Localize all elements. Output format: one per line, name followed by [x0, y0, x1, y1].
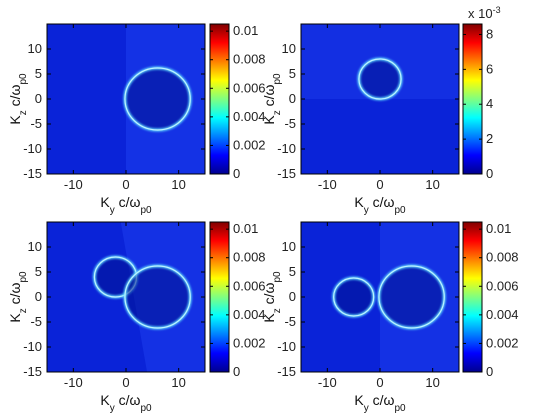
x-tick-label-2: 10 [171, 177, 185, 192]
x-tick-label-2: 10 [425, 177, 439, 192]
x-tick-label-2: 10 [425, 375, 439, 390]
y-tick-label-2: 0 [35, 91, 42, 106]
rings [332, 264, 446, 330]
colorbar [463, 24, 482, 174]
panel-top-left: -10 0 10 10 5 0 -5 -10 -15 Ky c/ωp0 Kz c/ωp0 0.01 0.… [7, 23, 266, 215]
colorbar-tick-label-5: 0 [233, 364, 240, 379]
ring-interior-0 [358, 59, 402, 99]
ring-0 [124, 67, 191, 131]
ring-interior-1 [124, 266, 191, 328]
y-tick-label-5: -15 [23, 364, 42, 379]
colorbar-frame [462, 221, 483, 373]
y-tick-label-1: 5 [35, 66, 42, 81]
y-tick-label-4: -10 [277, 141, 296, 156]
colorbar-tick-label-2: 4 [486, 96, 493, 111]
colorbar-tick-label-3: 2 [486, 131, 493, 146]
ring-1 [378, 265, 445, 329]
y-tick-label-3: -5 [30, 314, 42, 329]
y-tick-label-1: 5 [35, 264, 42, 279]
colorbar-tick-label-3: 0.004 [486, 307, 519, 322]
x-tick-label-1: 0 [122, 177, 129, 192]
x-axis-label: Ky c/ωp0 [354, 194, 406, 216]
panel-bottom-left: -10 0 10 10 5 0 -5 -10 -15 Ky c/ωp0 Kz c/ωp0 0.01 0.… [7, 221, 266, 413]
y-tick-label-2: 0 [289, 289, 296, 304]
y-tick-label-0: 10 [282, 41, 296, 56]
colorbar-tick-label-5: 0 [233, 166, 240, 181]
panel-top-right: -10 0 10 10 5 0 -5 -10 -15 Ky c/ωp0 Kz c/ωp0 8 6 4 2 0 x… [261, 5, 501, 216]
ring-1 [124, 265, 191, 329]
colorbar-frame [209, 221, 230, 373]
y-tick-label-4: -10 [23, 339, 42, 354]
rings [123, 66, 192, 132]
ring-0 [358, 58, 402, 100]
colorbar [463, 222, 482, 372]
x-tick-label-1: 0 [122, 375, 129, 390]
panel-bottom-right: -10 0 10 10 5 0 -5 -10 -15 Ky c/ωp0 Kz c/ωp0 0.01 0.… [261, 221, 519, 413]
x-tick-label-1: 0 [376, 375, 383, 390]
colorbar-tick-label-2: 0.006 [486, 278, 519, 293]
colorbar-tick-label-0: 0.01 [486, 221, 511, 236]
y-tick-label-1: 5 [289, 66, 296, 81]
y-tick-label-3: -5 [284, 314, 296, 329]
y-tick-label-5: -15 [23, 166, 42, 181]
colorbar-tick-label-4: 0.002 [233, 335, 266, 350]
colorbar-tick-label-2: 0.006 [233, 80, 266, 95]
ring-interior-0 [333, 278, 374, 316]
y-axis-label: Kz c/ωp0 [261, 271, 283, 323]
y-tick-label-0: 10 [28, 41, 42, 56]
rings [92, 255, 192, 330]
y-tick-label-3: -5 [284, 116, 296, 131]
y-tick-label-5: -15 [277, 364, 296, 379]
ring-0 [333, 277, 375, 317]
colorbar-tick-label-1: 0.008 [233, 250, 266, 265]
x-axis-label: Ky c/ωp0 [100, 194, 152, 216]
colorbar-tick-label-2: 0.006 [233, 278, 266, 293]
ring-interior-0 [124, 68, 191, 130]
colorbar-tick-label-4: 0.002 [486, 335, 519, 350]
x-tick-label-0: -10 [64, 375, 83, 390]
x-tick-label-1: 0 [376, 177, 383, 192]
x-tick-label-2: 10 [171, 375, 185, 390]
x-tick-label-0: -10 [318, 177, 337, 192]
colorbar [210, 24, 229, 174]
ring-interior-1 [378, 266, 445, 328]
y-tick-label-2: 0 [289, 91, 296, 106]
colorbar-tick-label-3: 0.004 [233, 307, 266, 322]
colorbar-tick-label-3: 0.004 [233, 109, 266, 124]
y-tick-label-4: -10 [23, 141, 42, 156]
colorbar-exponent: x 10-3 [468, 5, 501, 21]
x-tick-label-0: -10 [64, 177, 83, 192]
colorbar-tick-label-0: 8 [486, 26, 493, 41]
colorbar-frame [462, 23, 483, 175]
colorbar-tick-label-1: 0.008 [486, 250, 519, 265]
colorbar-tick-label-4: 0.002 [233, 137, 266, 152]
colorbar-tick-label-5: 0 [486, 364, 493, 379]
colorbar [210, 222, 229, 372]
y-tick-label-5: -15 [277, 166, 296, 181]
y-tick-label-0: 10 [282, 239, 296, 254]
colorbar-tick-label-0: 0.01 [233, 221, 258, 236]
y-tick-label-0: 10 [28, 239, 42, 254]
x-tick-label-0: -10 [318, 375, 337, 390]
x-axis-label: Ky c/ωp0 [100, 392, 152, 414]
colorbar-tick-label-4: 0 [486, 166, 493, 181]
y-axis-label: Kz c/ωp0 [261, 73, 283, 125]
y-axis-label: Kz c/ωp0 [7, 73, 29, 125]
colorbar-frame [209, 23, 230, 175]
colorbar-tick-label-1: 0.008 [233, 52, 266, 67]
y-axis-label: Kz c/ωp0 [7, 271, 29, 323]
y-tick-label-4: -10 [277, 339, 296, 354]
colorbar-tick-label-1: 6 [486, 61, 493, 76]
colorbar-tick-label-0: 0.01 [233, 23, 258, 38]
y-tick-label-2: 0 [35, 289, 42, 304]
rings [357, 57, 403, 101]
y-tick-label-3: -5 [30, 116, 42, 131]
y-tick-label-1: 5 [289, 264, 296, 279]
x-axis-label: Ky c/ωp0 [354, 392, 406, 414]
